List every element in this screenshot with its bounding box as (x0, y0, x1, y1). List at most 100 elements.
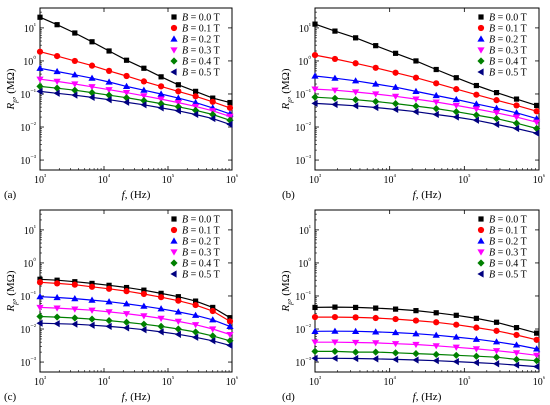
series-4 (36, 304, 234, 339)
data-point (473, 91, 480, 98)
data-point (452, 102, 460, 110)
data-point (391, 349, 400, 357)
legend-marker (170, 68, 177, 76)
data-point (432, 357, 439, 365)
data-point (391, 328, 400, 336)
data-point (36, 82, 44, 90)
legend-marker (170, 35, 178, 42)
data-point (512, 355, 521, 364)
data-point (72, 30, 78, 36)
data-point (88, 307, 96, 314)
y-tick-label: 10⁰ (298, 257, 311, 270)
data-point (122, 300, 131, 307)
panel-letter: (d) (282, 391, 295, 403)
data-point (140, 313, 148, 320)
data-point (53, 320, 60, 328)
data-point (472, 359, 479, 367)
data-point (331, 327, 339, 334)
y-tick-label: 10⁻² (20, 121, 36, 134)
data-point (88, 283, 96, 290)
data-point (175, 82, 181, 88)
data-point (372, 91, 380, 98)
data-point (157, 315, 165, 322)
data-point (352, 348, 360, 356)
y-tick-label: 10⁰ (23, 257, 36, 270)
data-point (372, 64, 379, 71)
data-point (36, 87, 43, 95)
data-point (192, 110, 199, 119)
series-2 (311, 313, 540, 343)
data-point (492, 104, 501, 111)
data-point (140, 320, 148, 328)
legend-marker (477, 47, 485, 54)
y-tick-label: 10⁻² (295, 323, 311, 336)
data-point (311, 93, 319, 101)
data-point (174, 318, 182, 325)
data-point (192, 322, 200, 329)
data-point (353, 35, 359, 41)
data-point (472, 335, 480, 342)
legend-entry: B = 0.1 T (489, 226, 527, 237)
data-point (373, 305, 379, 311)
data-point (331, 87, 339, 94)
data-point (174, 308, 182, 315)
data-point (533, 352, 541, 359)
x-tick-label: 10⁵ (162, 375, 175, 388)
data-point (312, 304, 318, 311)
legend-entry: B = 0.4 T (182, 259, 220, 270)
y-tick-label: 10⁻¹ (295, 290, 311, 303)
data-point (36, 48, 44, 55)
data-point (192, 93, 199, 100)
data-point (332, 304, 338, 310)
data-point (192, 311, 200, 318)
data-point (122, 98, 130, 106)
series-line (314, 23, 537, 106)
data-point (89, 280, 95, 287)
plot-frame (314, 209, 540, 373)
x-tick-label: 10⁴ (98, 173, 111, 186)
data-point (493, 327, 500, 334)
data-point (432, 91, 440, 99)
series-6 (311, 354, 540, 371)
data-point (512, 350, 521, 357)
data-point (157, 96, 165, 103)
series-line (39, 296, 231, 327)
data-point (473, 315, 479, 321)
series-1 (312, 304, 540, 336)
series-2 (36, 279, 234, 325)
data-point (412, 87, 420, 94)
data-point (227, 99, 233, 106)
data-point (141, 287, 147, 293)
data-point (412, 102, 420, 110)
data-point (433, 66, 439, 73)
data-point (352, 77, 360, 84)
data-point (226, 120, 233, 128)
data-point (472, 352, 480, 360)
data-point (209, 326, 217, 333)
data-point (53, 53, 61, 60)
legend-entry: B = 0.2 T (182, 237, 220, 248)
data-point (192, 328, 200, 336)
data-point (158, 290, 164, 296)
data-point (157, 90, 165, 97)
data-point (433, 80, 440, 87)
data-point (71, 86, 79, 94)
data-point (157, 322, 165, 330)
data-point (36, 319, 43, 327)
data-point (53, 89, 60, 97)
data-point (472, 106, 480, 113)
data-point (373, 43, 379, 49)
legend-entry: B = 0.0 T (489, 215, 527, 226)
data-point (311, 99, 318, 107)
data-point (157, 104, 164, 112)
data-point (123, 57, 130, 63)
data-point (210, 95, 216, 101)
x-tick-label: 10⁶ (533, 173, 546, 186)
data-point (140, 93, 148, 100)
data-point (392, 306, 399, 312)
legend-entry: B = 0.1 T (489, 24, 527, 35)
data-point (311, 354, 318, 362)
series-5 (36, 312, 234, 345)
legend-entry: B = 0.4 T (489, 259, 527, 270)
legend-entry: B = 0.3 T (182, 248, 220, 259)
